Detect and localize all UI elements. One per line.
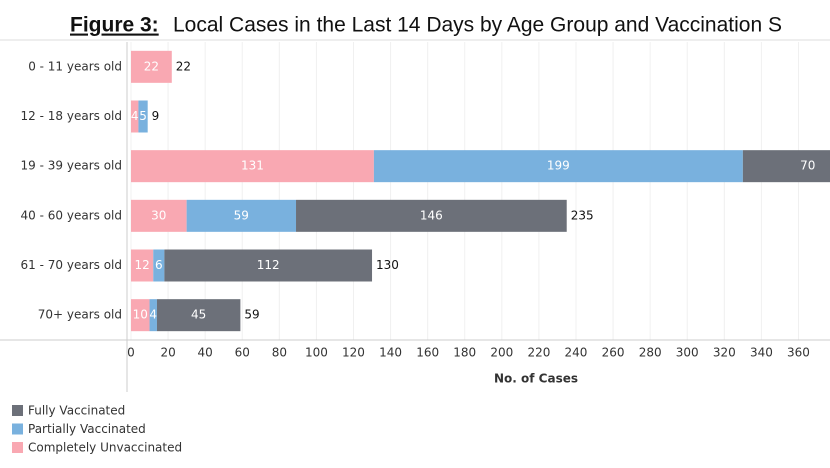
x-tick-label: 140 [379,346,402,360]
x-tick-label: 360 [787,346,810,360]
legend-label: Completely Unvaccinated [28,441,182,455]
bar-value-label: 30 [151,208,166,222]
y-tick-label: 61 - 70 years old [21,258,122,272]
y-tick-label: 40 - 60 years old [21,208,122,222]
bar-value-label: 4 [149,308,157,322]
bar-segment [131,50,172,83]
bar-value-label: 199 [547,159,570,173]
x-tick-label: 320 [713,346,736,360]
bar-value-label: 4 [131,109,139,123]
legend-label: Partially Vaccinated [28,422,146,436]
bar-segment [131,150,374,183]
x-tick-label: 180 [453,346,476,360]
chart-title-prefix: Figure 3: [70,14,159,37]
x-tick-label: 40 [198,346,213,360]
x-tick-label: 100 [305,346,328,360]
x-tick-label: 60 [235,346,250,360]
bar-value-label: 22 [144,59,159,73]
bar-segment [373,150,743,183]
x-axis-label: No. of Cases [494,372,578,386]
x-tick-label: 20 [160,346,175,360]
legend-swatch [12,405,23,416]
x-tick-label: 160 [416,346,439,360]
y-tick-label: 19 - 39 years old [21,159,122,173]
bar-segment [296,199,567,232]
bar-value-label: 146 [420,208,443,222]
x-tick-label: 80 [272,346,287,360]
bar-value-label: 59 [234,208,249,222]
legend-swatch [12,442,23,453]
bar-value-label: 112 [257,258,280,272]
x-tick-label: 240 [565,346,588,360]
total-label: 9 [152,109,160,123]
x-tick-label: 0 [127,346,135,360]
total-label: 130 [376,258,399,272]
bar-segment [131,100,139,133]
bar-value-label: 12 [134,258,149,272]
bar-value-label: 45 [191,308,206,322]
x-tick-label: 200 [490,346,513,360]
legend-label: Fully Vaccinated [28,404,125,418]
bar-value-label: 131 [241,159,264,173]
bar-value-label: 10 [133,308,148,322]
bar-segment [149,299,157,332]
legend-swatch [12,423,23,435]
total-label: 22 [176,59,191,73]
bar-value-label: 5 [139,109,147,123]
chart-title: Local Cases in the Last 14 Days by Age G… [173,14,782,37]
bar-segment [153,249,165,282]
y-tick-label: 70+ years old [38,308,122,322]
bar-segment [164,249,373,282]
bar-segment [138,100,148,133]
x-tick-label: 220 [527,346,550,360]
bar-value-label: 70 [800,159,815,173]
y-tick-label: 0 - 11 years old [28,59,122,73]
total-label: 235 [571,208,594,222]
bar-segment [131,249,154,282]
x-tick-label: 280 [639,346,662,360]
total-label: 59 [244,308,259,322]
bar-segment [131,199,187,232]
x-tick-label: 340 [750,346,773,360]
bar-segment [186,199,297,232]
y-tick-label: 12 - 18 years old [21,109,122,123]
x-tick-label: 300 [676,346,699,360]
x-tick-label: 260 [602,346,625,360]
x-tick-label: 120 [342,346,365,360]
bar-segment [131,299,150,332]
bar-value-label: 6 [155,258,163,272]
bar-segment [156,299,241,332]
bar-segment [742,150,830,183]
